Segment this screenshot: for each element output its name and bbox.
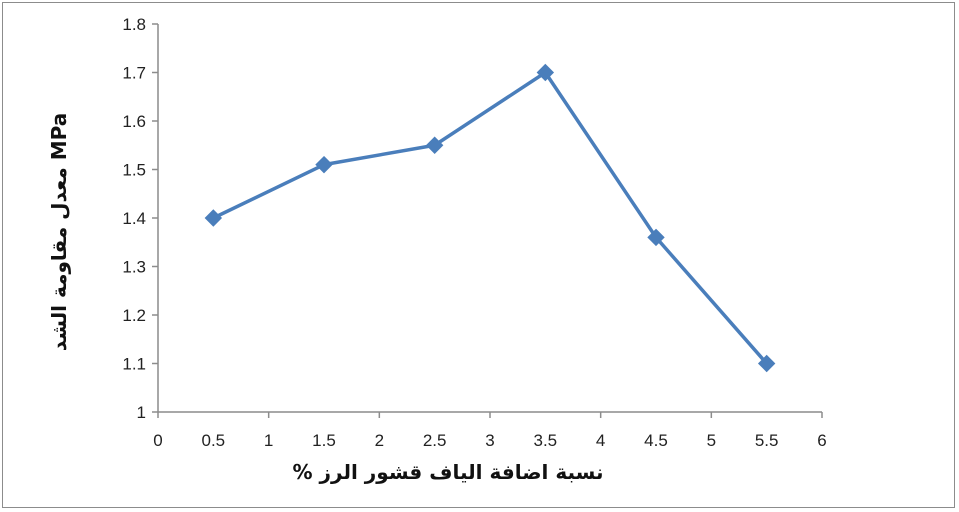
y-tick-label: 1.5 — [122, 161, 146, 180]
x-tick-label: 3.5 — [534, 431, 558, 450]
x-tick-label: 3 — [485, 431, 494, 450]
data-point — [757, 354, 776, 373]
y-tick-label: 1.3 — [122, 258, 146, 277]
data-point — [536, 63, 555, 82]
y-tick-label: 1.8 — [122, 15, 146, 34]
data-point — [647, 228, 665, 247]
y-axis-title: معدل مقاومة الشد MPa — [47, 113, 71, 352]
data-point — [425, 136, 444, 154]
x-tick-label: 2 — [375, 431, 384, 450]
x-tick-label: 4 — [596, 431, 605, 450]
series-line — [212, 70, 768, 365]
y-tick-label: 1.4 — [122, 209, 146, 228]
x-axis-title: نسبة اضافة الياف قشور الرز % — [292, 460, 603, 484]
x-tick-label: 0.5 — [202, 431, 226, 450]
x-tick-label: 1 — [264, 431, 273, 450]
x-tick-label: 4.5 — [644, 431, 668, 450]
series-group — [204, 63, 776, 373]
y-tick-label: 1.1 — [122, 355, 146, 374]
x-tick-label: 6 — [817, 431, 826, 450]
data-point — [315, 155, 333, 174]
x-tick-label: 5 — [707, 431, 716, 450]
x-tick-label: 0 — [153, 431, 162, 450]
y-tick-label: 1 — [137, 403, 146, 422]
x-tick-label: 1.5 — [312, 431, 336, 450]
x-tick-label: 2.5 — [423, 431, 447, 450]
y-tick-label: 1.6 — [122, 112, 146, 131]
y-axis: 1 1.1 1.2 1.3 1.4 1.5 1.6 1.7 1.8 — [122, 15, 159, 422]
data-point — [204, 209, 223, 227]
y-tick-label: 1.7 — [122, 64, 146, 83]
y-tick-label: 1.2 — [122, 306, 146, 325]
x-axis: 0 0.5 1 1.5 2 2.5 3 3.5 4 4.5 5 5.5 6 — [153, 411, 827, 450]
x-tick-label: 5.5 — [755, 431, 779, 450]
